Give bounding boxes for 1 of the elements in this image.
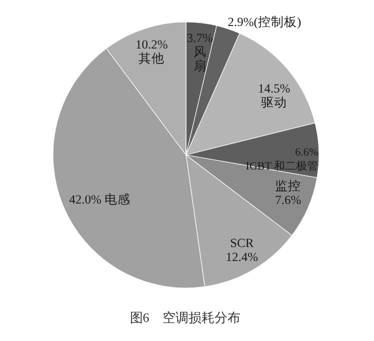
caption: 图6 空调损耗分布 [130,310,240,325]
